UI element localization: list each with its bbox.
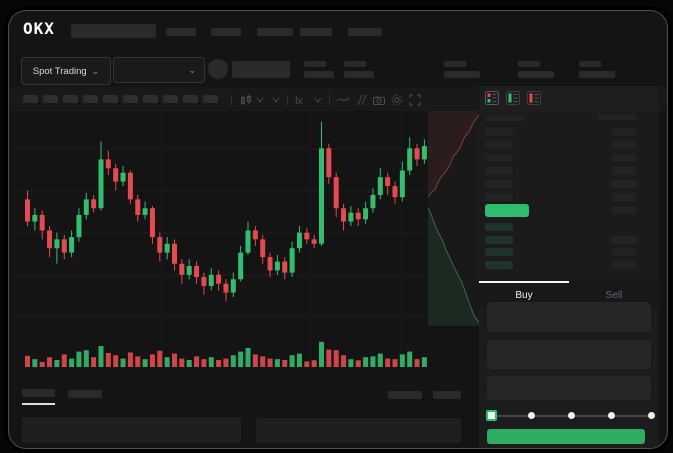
timeframe-button-skeleton[interactable] bbox=[123, 95, 138, 103]
total-input-skeleton[interactable] bbox=[487, 376, 651, 400]
bid-row-skeleton[interactable] bbox=[485, 248, 513, 256]
market-type-label: Spot Trading bbox=[32, 65, 87, 77]
stat-value-skeleton bbox=[518, 71, 554, 78]
ask-row-skeleton[interactable] bbox=[485, 154, 513, 162]
amount-percent-slider[interactable] bbox=[486, 410, 655, 421]
pair-selector-dropdown[interactable]: ⌄ bbox=[113, 57, 205, 83]
book-asks-only-icon[interactable] bbox=[527, 91, 541, 105]
slider-handle[interactable] bbox=[486, 410, 497, 421]
ask-row-skeleton[interactable] bbox=[611, 128, 637, 136]
bid-row-skeleton[interactable] bbox=[611, 261, 637, 269]
market-type-dropdown[interactable]: Spot Trading ⌄ bbox=[21, 57, 111, 85]
stat-value-skeleton bbox=[579, 71, 615, 78]
buy-tab-indicator bbox=[479, 281, 569, 283]
bid-row-skeleton[interactable] bbox=[485, 223, 513, 231]
stat-label-skeleton bbox=[579, 61, 601, 67]
price-input-skeleton[interactable] bbox=[487, 302, 651, 332]
nav-item-skeleton[interactable] bbox=[348, 28, 382, 36]
ask-row-skeleton[interactable] bbox=[485, 180, 513, 188]
bid-row-skeleton[interactable] bbox=[485, 261, 513, 269]
ask-row-skeleton[interactable] bbox=[611, 141, 637, 149]
candlestick-chart[interactable] bbox=[15, 111, 435, 381]
stat-label-skeleton bbox=[304, 61, 326, 67]
coin-avatar bbox=[208, 59, 228, 79]
timeframe-button-skeleton[interactable] bbox=[183, 95, 198, 103]
candles-icon[interactable] bbox=[239, 93, 253, 107]
nav-search-skeleton[interactable] bbox=[71, 24, 156, 38]
nav-item-skeleton[interactable] bbox=[300, 28, 332, 36]
bid-row-skeleton[interactable] bbox=[485, 236, 513, 244]
buy-submit-button[interactable] bbox=[487, 429, 645, 444]
chevron-down-icon[interactable] bbox=[271, 93, 281, 107]
slider-stop-dot[interactable] bbox=[648, 412, 655, 419]
bottom-tab-skeleton-active[interactable] bbox=[22, 389, 55, 397]
slider-stop-dot[interactable] bbox=[608, 412, 615, 419]
compare-icon[interactable] bbox=[354, 93, 368, 107]
stat-value-skeleton bbox=[444, 71, 480, 78]
chevron-down-icon: ⌄ bbox=[188, 64, 196, 75]
timeframe-button-skeleton[interactable] bbox=[203, 95, 218, 103]
trend-line-icon[interactable] bbox=[336, 93, 350, 107]
nav-item-skeleton[interactable] bbox=[211, 28, 241, 36]
ask-row-skeleton[interactable] bbox=[485, 193, 513, 201]
chevron-down-icon[interactable] bbox=[313, 93, 323, 107]
fullscreen-icon[interactable] bbox=[408, 93, 422, 107]
stat-value-skeleton bbox=[304, 71, 334, 78]
nav-item-skeleton[interactable] bbox=[166, 28, 196, 36]
ask-row-skeleton[interactable] bbox=[611, 180, 637, 188]
ob-col-header-skeleton bbox=[485, 115, 525, 121]
ask-row-skeleton[interactable] bbox=[485, 141, 513, 149]
depth-chart bbox=[428, 111, 479, 326]
ask-row-skeleton[interactable] bbox=[485, 167, 513, 175]
ask-row-skeleton[interactable] bbox=[611, 154, 637, 162]
nav-item-skeleton[interactable] bbox=[257, 28, 293, 36]
book-combined-icon[interactable] bbox=[485, 91, 499, 105]
amount-input-skeleton[interactable] bbox=[487, 340, 651, 369]
bottom-action-skeleton[interactable] bbox=[388, 391, 422, 399]
orderbook-trade-panel: Buy Sell bbox=[479, 86, 659, 448]
chevron-down-icon: ⌄ bbox=[91, 65, 100, 76]
settings-icon[interactable] bbox=[390, 93, 404, 107]
ask-row-skeleton[interactable] bbox=[611, 193, 637, 201]
slider-stop-dot[interactable] bbox=[568, 412, 575, 419]
trading-app-window: OKX Spot Trading ⌄ ⌄ fx bbox=[8, 10, 668, 449]
orders-panel-skeleton bbox=[256, 418, 461, 443]
timeframe-button-skeleton[interactable] bbox=[23, 95, 38, 103]
camera-icon[interactable] bbox=[372, 93, 386, 107]
chevron-down-icon[interactable] bbox=[255, 93, 265, 107]
stat-label-skeleton bbox=[444, 61, 466, 67]
depth-chart-panel bbox=[428, 111, 479, 326]
bid-row-skeleton[interactable] bbox=[611, 248, 637, 256]
last-price-badge[interactable] bbox=[485, 204, 529, 217]
stat-value-skeleton bbox=[344, 71, 374, 78]
timeframe-button-skeleton[interactable] bbox=[83, 95, 98, 103]
timeframe-button-skeleton[interactable] bbox=[163, 95, 178, 103]
tab-buy[interactable]: Buy bbox=[515, 289, 533, 301]
svg-text:fx: fx bbox=[295, 96, 303, 107]
stat-label-skeleton bbox=[518, 61, 540, 67]
bottom-action-skeleton[interactable] bbox=[433, 391, 461, 399]
book-bids-only-icon[interactable] bbox=[506, 91, 520, 105]
ob-row-skeleton bbox=[611, 206, 637, 214]
indicators-fx-icon[interactable]: fx bbox=[294, 93, 310, 107]
timeframe-button-skeleton[interactable] bbox=[43, 95, 58, 103]
ask-row-skeleton[interactable] bbox=[485, 128, 513, 136]
last-price-skeleton bbox=[232, 61, 290, 78]
timeframe-button-skeleton[interactable] bbox=[143, 95, 158, 103]
ob-col-header-skeleton bbox=[597, 114, 637, 120]
timeframe-button-skeleton[interactable] bbox=[103, 95, 118, 103]
slider-stop-dot[interactable] bbox=[528, 412, 535, 419]
bottom-tab-skeleton[interactable] bbox=[68, 390, 102, 398]
okx-logo[interactable]: OKX bbox=[23, 19, 55, 38]
timeframe-button-skeleton[interactable] bbox=[63, 95, 78, 103]
orders-panel-skeleton bbox=[22, 417, 241, 443]
active-tab-underline bbox=[22, 403, 55, 405]
stat-label-skeleton bbox=[344, 61, 366, 67]
bid-row-skeleton[interactable] bbox=[611, 236, 637, 244]
ask-row-skeleton[interactable] bbox=[611, 167, 637, 175]
tab-sell[interactable]: Sell bbox=[605, 289, 623, 301]
